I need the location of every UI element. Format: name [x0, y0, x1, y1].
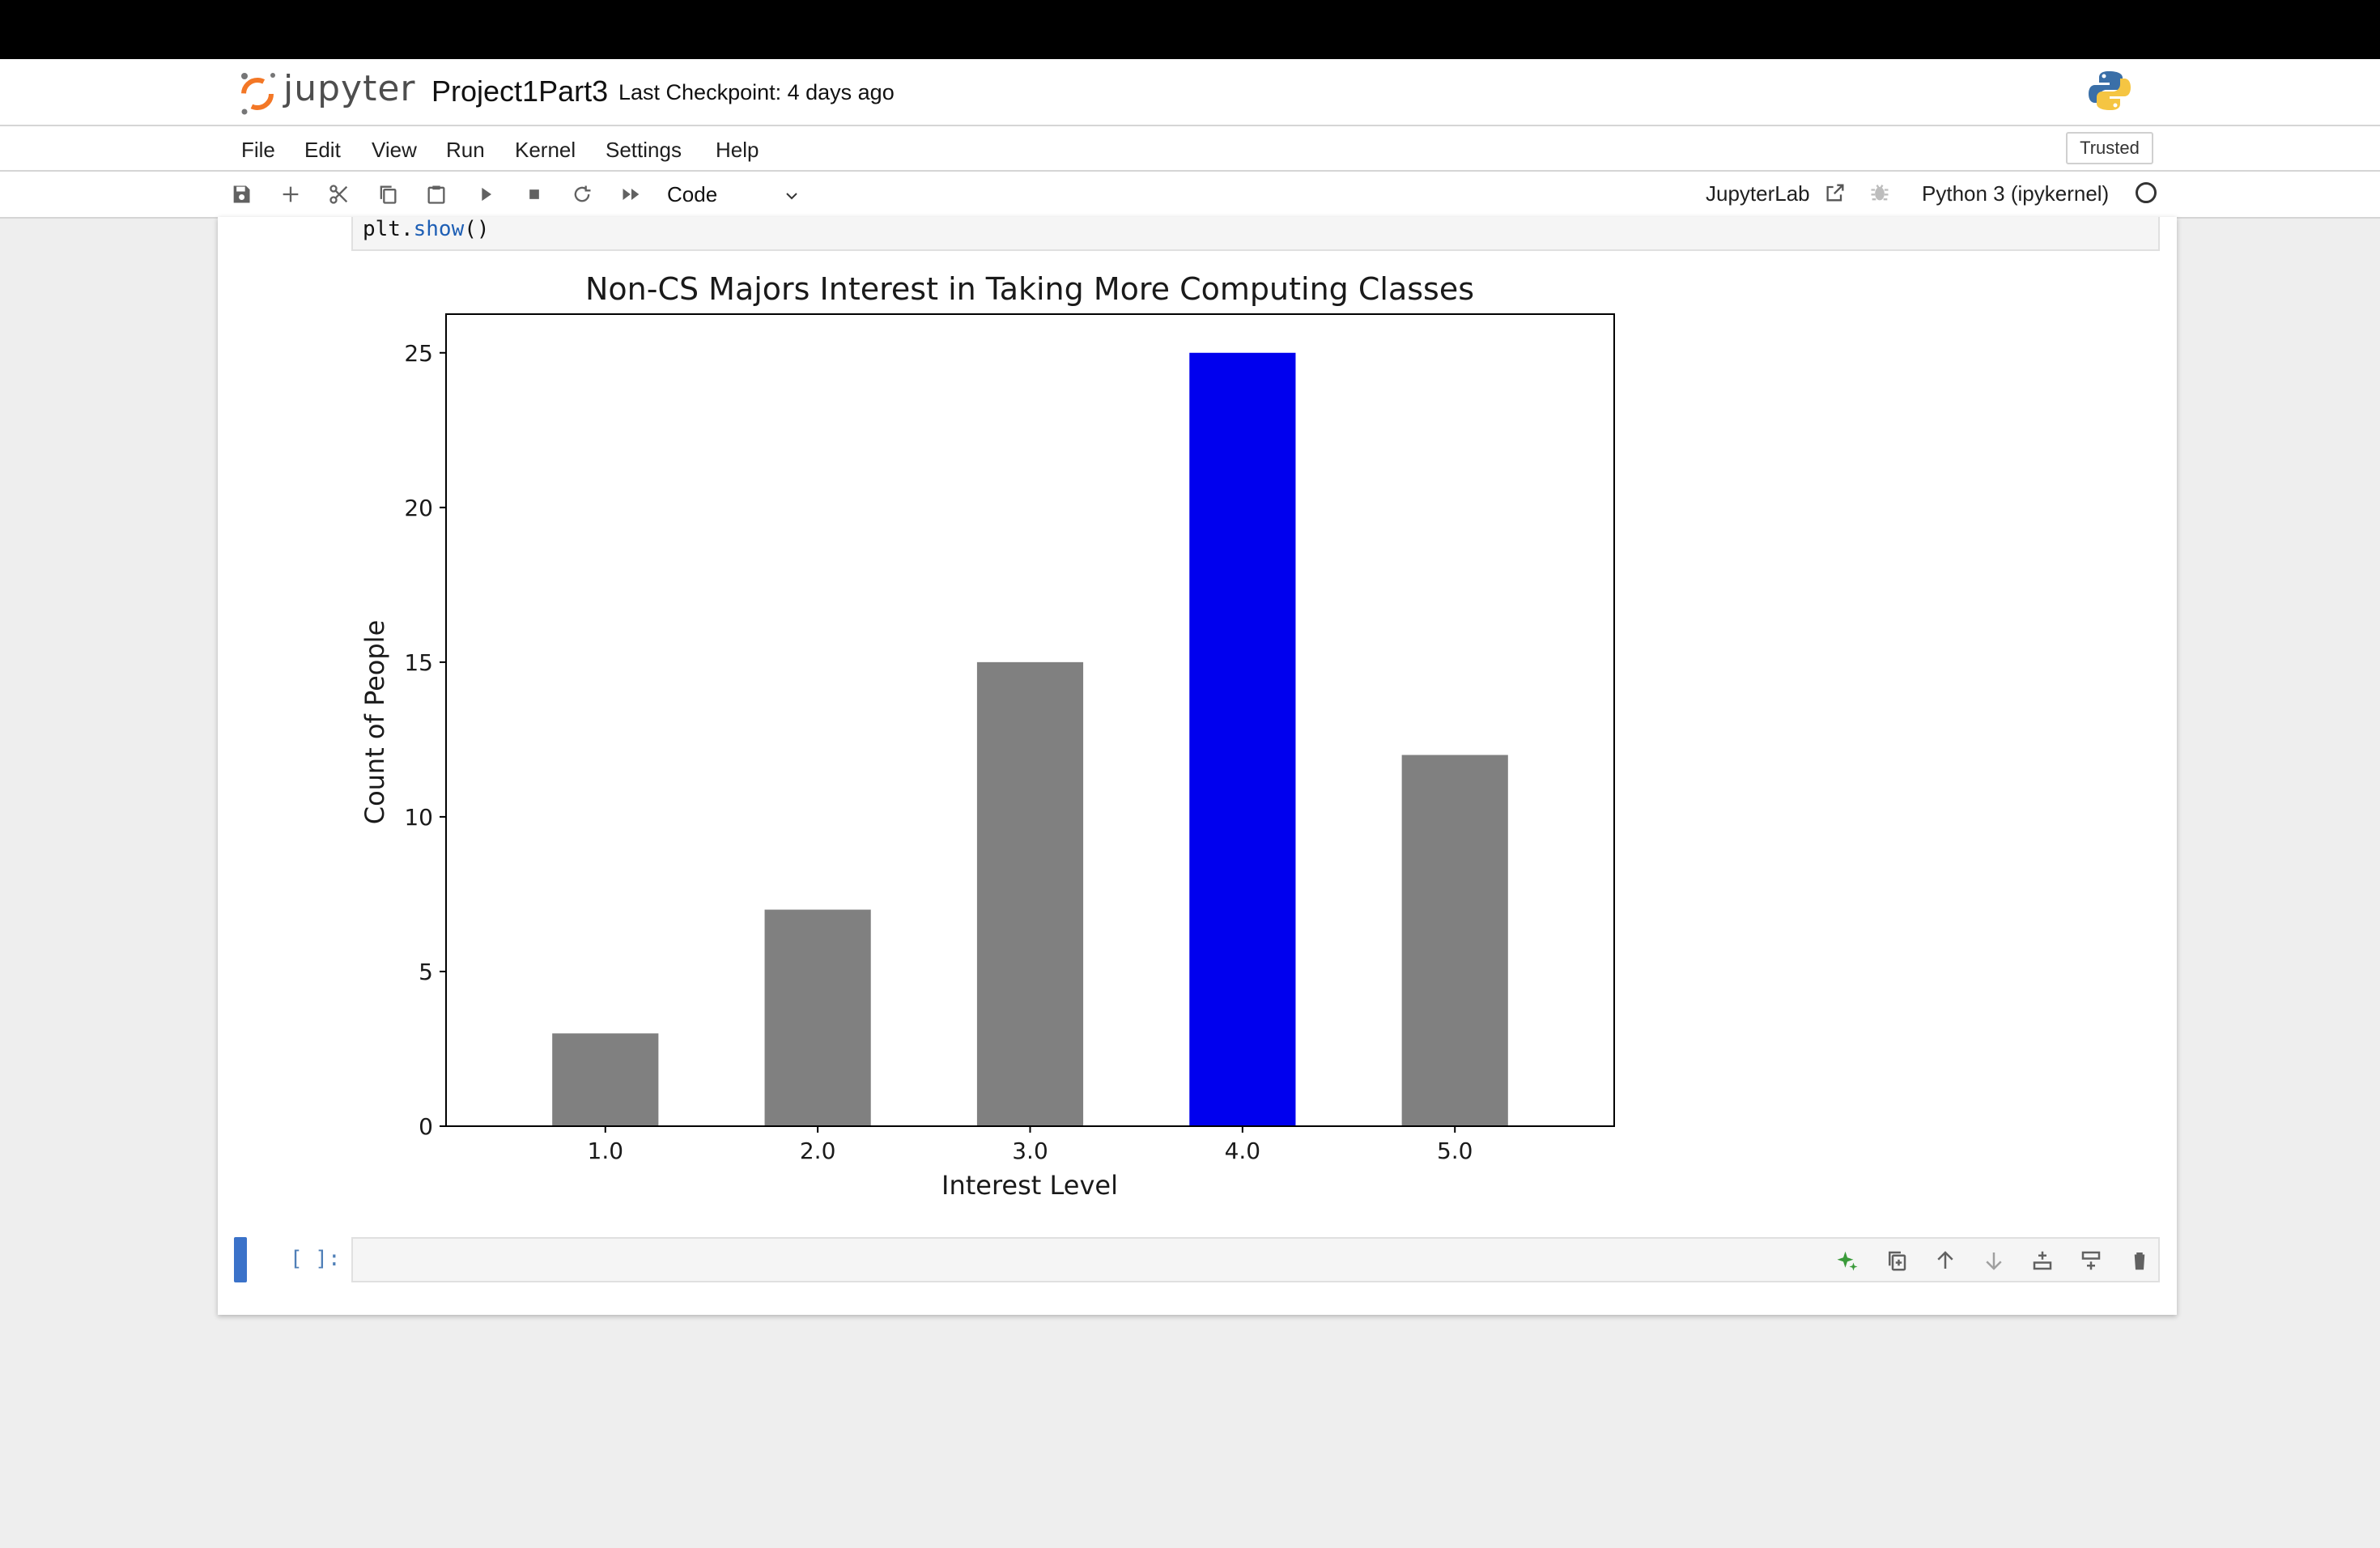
- chevron-down-icon[interactable]: [782, 186, 801, 206]
- y-tick-label: 25: [404, 340, 433, 367]
- x-tick-label: 1.0: [588, 1138, 624, 1164]
- code-line: plt.show(): [363, 217, 490, 241]
- restart-icon[interactable]: [567, 180, 597, 209]
- y-tick-label: 15: [404, 649, 433, 676]
- sparkle-icon[interactable]: [1834, 1247, 1861, 1274]
- menu-kernel[interactable]: Kernel: [515, 138, 576, 162]
- open-in-jupyterlab-link[interactable]: JupyterLab: [1706, 181, 1810, 206]
- menu-edit[interactable]: Edit: [304, 138, 341, 162]
- paste-icon[interactable]: [422, 180, 451, 209]
- x-tick-label: 3.0: [1012, 1138, 1048, 1164]
- checkpoint-status: Last Checkpoint: 4 days ago: [618, 80, 895, 104]
- kernel-status-circle-icon: [2136, 182, 2157, 203]
- run-icon[interactable]: [471, 180, 500, 209]
- x-tick-label: 4.0: [1225, 1138, 1261, 1164]
- y-tick-label: 20: [404, 495, 433, 521]
- chart-x-axis-label: Interest Level: [941, 1170, 1118, 1201]
- x-tick-label: 2.0: [800, 1138, 836, 1164]
- active-cell-indicator: [234, 1237, 247, 1282]
- chart-bar: [764, 909, 871, 1126]
- fast-forward-icon[interactable]: [617, 180, 646, 209]
- chart-title: Non-CS Majors Interest in Taking More Co…: [585, 271, 1474, 307]
- cut-icon[interactable]: [325, 180, 354, 209]
- external-link-icon[interactable]: [1824, 181, 1847, 204]
- insert-above-icon[interactable]: [2029, 1247, 2056, 1274]
- trusted-badge[interactable]: Trusted: [2066, 132, 2153, 164]
- header-bar: [0, 59, 2380, 126]
- chart-bar: [1401, 755, 1508, 1126]
- chart-bar: [976, 661, 1084, 1126]
- debugger-bug-icon[interactable]: [1868, 181, 1891, 204]
- x-tick-label: 5.0: [1437, 1138, 1473, 1164]
- menu-bar: [0, 126, 2380, 172]
- code-function: show: [413, 217, 465, 241]
- delete-icon[interactable]: [2126, 1247, 2153, 1274]
- insert-below-icon[interactable]: [2077, 1247, 2105, 1274]
- plus-icon[interactable]: [276, 180, 305, 209]
- duplicate-icon[interactable]: [1883, 1247, 1910, 1274]
- menu-help[interactable]: Help: [716, 138, 759, 162]
- menu-view[interactable]: View: [372, 138, 417, 162]
- bar-chart-output: Non-CS Majors Interest in Taking More Co…: [359, 271, 1615, 1201]
- cell-type-select[interactable]: Code: [667, 182, 718, 206]
- empty-code-cell-input[interactable]: [351, 1237, 2160, 1282]
- code-suffix: (): [464, 217, 490, 241]
- menu-settings[interactable]: Settings: [606, 138, 682, 162]
- jupyter-wordmark[interactable]: jupyter: [283, 68, 416, 109]
- save-icon[interactable]: [227, 180, 256, 209]
- move-up-icon[interactable]: [1932, 1247, 1959, 1274]
- chart-plot-frame: [445, 313, 1615, 1127]
- menu-file[interactable]: File: [241, 138, 275, 162]
- code-cell-editor[interactable]: [351, 217, 2160, 251]
- python-logo-icon: [2089, 71, 2131, 110]
- notebook-title[interactable]: Project1Part3: [431, 74, 609, 108]
- chart-bar: [552, 1033, 659, 1126]
- code-prefix: plt.: [363, 217, 414, 241]
- top-black-bar: [0, 0, 2380, 59]
- kernel-name[interactable]: Python 3 (ipykernel): [1922, 181, 2110, 206]
- y-tick-label: 0: [419, 1113, 433, 1140]
- chart-x-ticks: 1.0 2.0 3.0 4.0 5.0: [588, 1126, 1473, 1164]
- copy-icon[interactable]: [373, 180, 402, 209]
- stop-icon[interactable]: [520, 180, 549, 209]
- cell-prompt: [ ]:: [290, 1247, 341, 1271]
- move-down-icon[interactable]: [1980, 1247, 2008, 1274]
- chart-bars: [552, 352, 1508, 1126]
- chart-y-ticks: 0 5 10 15 20 25: [404, 340, 446, 1140]
- menu-run[interactable]: Run: [446, 138, 485, 162]
- y-tick-label: 10: [404, 804, 433, 831]
- jupyter-logo-icon[interactable]: [236, 68, 413, 117]
- y-tick-label: 5: [419, 959, 433, 985]
- chart-y-axis-label: Count of People: [359, 620, 390, 825]
- chart-bar: [1189, 352, 1296, 1126]
